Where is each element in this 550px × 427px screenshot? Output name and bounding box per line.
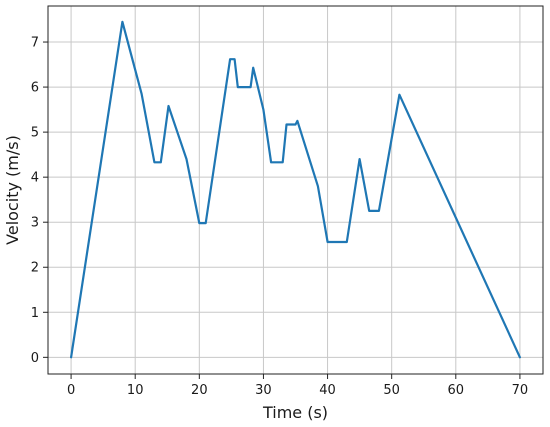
y-tick-label: 4 xyxy=(31,171,39,186)
tick-labels: 0 10 20 30 40 50 60 70 0 1 2 3 4 5 6 7 xyxy=(31,36,528,398)
y-tick-label: 1 xyxy=(31,306,39,321)
axis-ticks xyxy=(43,41,521,379)
x-tick-label: 20 xyxy=(191,383,208,398)
grid-lines xyxy=(48,6,543,374)
x-tick-label: 10 xyxy=(127,383,144,398)
series-layer xyxy=(69,20,522,359)
plot-frame xyxy=(47,5,544,375)
x-tick-label: 60 xyxy=(448,383,465,398)
y-tick-label: 3 xyxy=(31,216,39,231)
y-axis-label: Velocity (m/s) xyxy=(3,135,22,245)
y-tick-label: 0 xyxy=(31,351,39,366)
y-tick-label: 7 xyxy=(31,36,39,51)
x-tick-label: 0 xyxy=(67,383,75,398)
x-tick-label: 30 xyxy=(255,383,272,398)
x-axis-label: Time (s) xyxy=(262,403,328,422)
x-tick-label: 40 xyxy=(319,383,336,398)
x-tick-label: 50 xyxy=(383,383,400,398)
velocity-line xyxy=(69,20,522,359)
x-tick-label: 70 xyxy=(512,383,529,398)
y-tick-label: 6 xyxy=(31,81,39,96)
y-tick-label: 2 xyxy=(31,261,39,276)
y-tick-label: 5 xyxy=(31,126,39,141)
